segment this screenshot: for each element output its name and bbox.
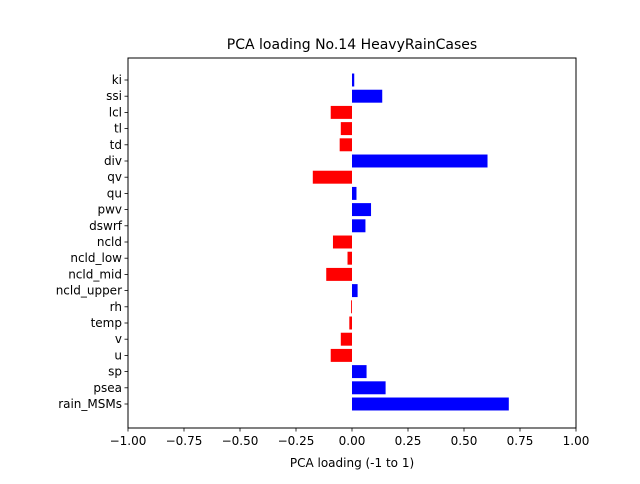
x-tick-label-0: −1.00 xyxy=(110,434,147,448)
x-tick-label-8: 1.00 xyxy=(563,434,590,448)
x-tick-label-7: 0.75 xyxy=(507,434,534,448)
bar-rain_MSMs xyxy=(352,397,509,411)
bar-ssi xyxy=(352,89,383,103)
bar-ki xyxy=(352,73,355,87)
bars-group xyxy=(312,73,509,411)
y-tick-label-ssi: ssi xyxy=(106,89,122,103)
y-tick-label-rh: rh xyxy=(110,300,122,314)
y-tick-label-v: v xyxy=(115,332,122,346)
bar-qu xyxy=(352,186,357,200)
y-tick-label-qu: qu xyxy=(107,186,122,200)
bar-div xyxy=(352,154,488,168)
y-tick-label-qv: qv xyxy=(107,170,122,184)
y-tick-label-ncld_mid: ncld_mid xyxy=(68,267,122,281)
bar-ncld_mid xyxy=(326,267,352,281)
y-tick-label-sp: sp xyxy=(108,365,122,379)
bar-dswrf xyxy=(352,219,366,233)
bar-sp xyxy=(352,365,367,379)
x-tick-label-6: 0.50 xyxy=(451,434,478,448)
y-tick-label-dswrf: dswrf xyxy=(89,219,123,233)
y-tick-label-ncld: ncld xyxy=(97,235,122,249)
bar-rh xyxy=(351,300,352,314)
chart-title: PCA loading No.14 HeavyRainCases xyxy=(227,37,477,53)
y-tick-label-rain_MSMs: rain_MSMs xyxy=(58,397,122,411)
y-tick-label-div: div xyxy=(104,154,122,168)
plot-frame xyxy=(127,57,577,429)
x-tick-label-3: −0.25 xyxy=(278,434,315,448)
x-tick-label-1: −0.75 xyxy=(166,434,203,448)
bar-v xyxy=(340,332,352,346)
bar-ncld_upper xyxy=(352,284,358,298)
bar-psea xyxy=(352,381,386,395)
y-tick-label-td: td xyxy=(110,138,122,152)
y-tick-label-lcl: lcl xyxy=(109,105,122,119)
y-tick-label-ki: ki xyxy=(112,73,122,87)
x-tick-label-5: 0.25 xyxy=(395,434,422,448)
bar-lcl xyxy=(330,105,352,119)
y-axis: rain_MSMs psea sp uv temp rh ncld_upper ncld_mi… xyxy=(56,73,128,411)
bar-temp xyxy=(349,316,352,330)
bar-td xyxy=(339,138,352,152)
y-tick-label-pwv: pwv xyxy=(97,203,122,217)
x-axis-label: PCA loading (-1 to 1) xyxy=(290,456,414,470)
x-tick-label-4: 0.00 xyxy=(339,434,366,448)
bar-tl xyxy=(340,122,352,136)
bar-ncld xyxy=(332,235,352,249)
y-tick-label-ncld_low: ncld_low xyxy=(70,251,122,265)
y-tick-label-u: u xyxy=(114,348,122,362)
x-axis: −1.00 −0.75 −0.50 −0.25 0.00 0.25 0.50 0.75 1.00 xyxy=(110,428,590,448)
y-tick-label-ncld_upper: ncld_upper xyxy=(56,284,122,298)
y-tick-label-psea: psea xyxy=(93,381,122,395)
x-tick-label-2: −0.50 xyxy=(222,434,259,448)
bar-qv xyxy=(312,170,352,184)
y-tick-label-temp: temp xyxy=(91,316,122,330)
bar-pwv xyxy=(352,203,372,217)
bar-u xyxy=(330,348,352,362)
y-tick-label-tl: tl xyxy=(114,122,122,136)
bar-ncld_low xyxy=(347,251,352,265)
